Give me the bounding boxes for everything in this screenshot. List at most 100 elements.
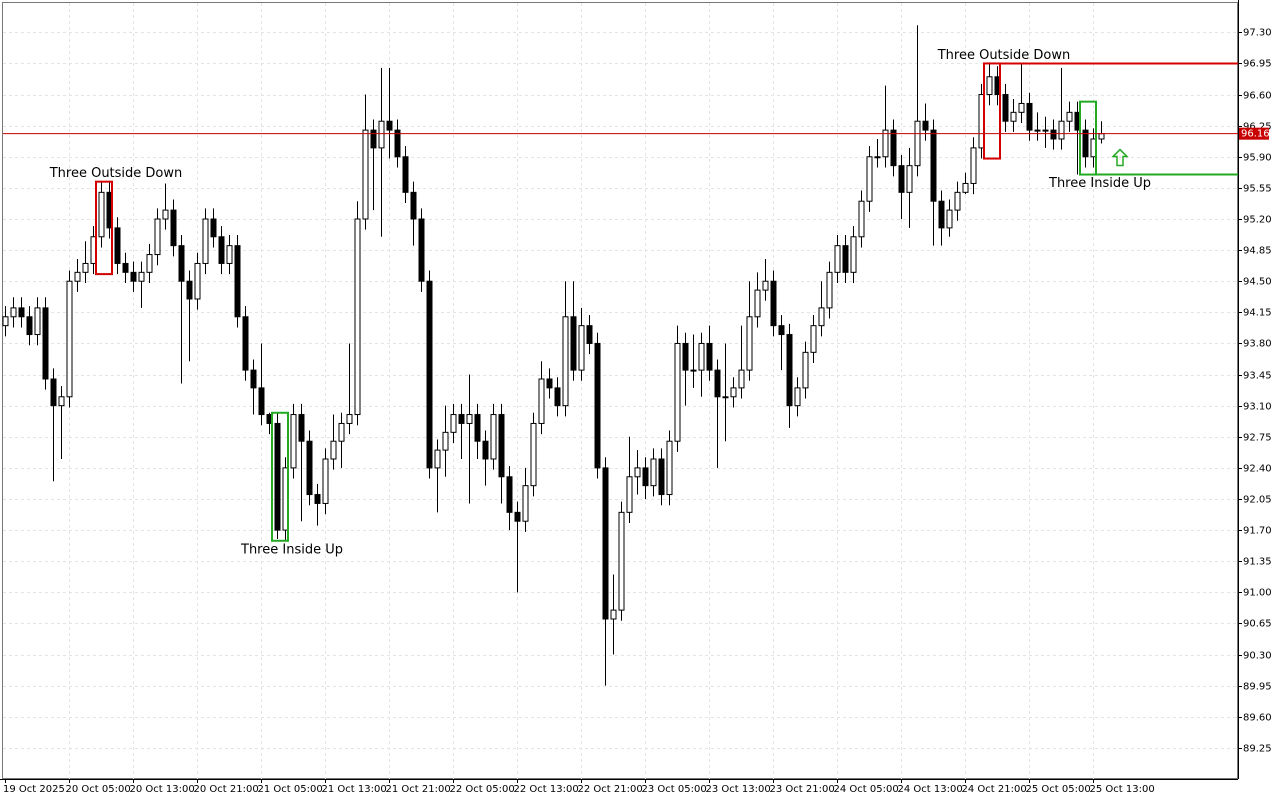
candle-body <box>362 129 369 220</box>
x-tick-label: 21 Oct 13:00 <box>322 784 387 795</box>
candle-body <box>418 218 425 282</box>
y-tick-label: 96.60 <box>1243 91 1272 102</box>
x-tick-label: 20 Oct 21:00 <box>194 784 259 795</box>
candle-body <box>514 511 521 522</box>
candle-body <box>554 387 561 407</box>
candle-body <box>1066 111 1073 122</box>
candle-body <box>842 245 849 273</box>
candle-body <box>210 218 217 238</box>
pattern-label: Three Inside Up <box>1048 176 1151 191</box>
x-tick-label: 24 Oct 21:00 <box>962 784 1027 795</box>
candle-body <box>810 325 817 353</box>
y-tick-label: 90.65 <box>1243 619 1272 630</box>
candle-body <box>954 191 961 211</box>
candle-body <box>698 342 705 371</box>
candle-body <box>146 254 153 273</box>
candle-body <box>890 129 897 167</box>
candle-body <box>410 191 417 220</box>
candle-body <box>1042 129 1049 132</box>
candle-body <box>202 218 209 264</box>
candle-body <box>450 414 457 433</box>
candle-body <box>274 422 281 531</box>
current-price-box <box>1239 127 1269 140</box>
candle-body <box>786 334 793 407</box>
candle-body <box>506 476 513 513</box>
candle-body <box>818 307 825 327</box>
candle-body <box>1034 129 1041 132</box>
candle-body <box>18 307 25 318</box>
candle-body <box>82 262 89 273</box>
candle-body <box>850 236 857 273</box>
candle-body <box>546 378 553 389</box>
candle-body <box>226 245 233 264</box>
candle-body <box>66 280 73 398</box>
candle-body <box>690 369 697 372</box>
y-tick-label: 89.95 <box>1243 682 1272 693</box>
candle-body <box>434 449 441 469</box>
candle-body <box>490 414 497 460</box>
candle-body <box>666 440 673 496</box>
y-tick-label: 90.30 <box>1243 651 1272 662</box>
candle-body <box>938 200 945 229</box>
candle-body <box>682 342 689 371</box>
candle-body <box>746 316 753 371</box>
y-tick-label: 95.55 <box>1243 184 1272 195</box>
candle-body <box>114 227 121 264</box>
y-tick-label: 94.50 <box>1243 277 1272 288</box>
candle-body <box>674 342 681 442</box>
candle-body <box>970 147 977 184</box>
candle-body <box>882 129 889 158</box>
candle-body <box>962 182 969 193</box>
candle-body <box>530 422 537 487</box>
candle-body <box>1010 111 1017 122</box>
candle-body <box>10 307 17 318</box>
pattern-box <box>1079 100 1097 176</box>
candle-body <box>770 280 777 327</box>
y-tick-label: 92.75 <box>1243 433 1272 444</box>
pattern-box <box>95 180 113 276</box>
y-tick-label: 91.70 <box>1243 526 1272 537</box>
x-tick-label: 22 Oct 21:00 <box>578 784 643 795</box>
x-tick-label: 23 Oct 13:00 <box>706 784 771 795</box>
candle-body <box>858 200 865 238</box>
x-tick-label: 21 Oct 05:00 <box>258 784 323 795</box>
candle-body <box>338 422 345 442</box>
candle-body <box>634 467 641 478</box>
candle-body <box>642 467 649 487</box>
y-tick-label: 97.30 <box>1243 28 1272 39</box>
candle-body <box>442 431 449 451</box>
pattern-box <box>983 62 1001 160</box>
candle-body <box>658 458 665 496</box>
candle-body <box>874 156 881 159</box>
y-tick-label: 94.15 <box>1243 308 1272 319</box>
x-tick-label: 22 Oct 05:00 <box>450 784 515 795</box>
x-tick-label: 25 Oct 13:00 <box>1090 784 1155 795</box>
candle-body <box>762 280 769 291</box>
candle-body <box>906 165 913 193</box>
candle-body <box>186 280 193 300</box>
candle-body <box>370 129 377 149</box>
y-tick-label: 91.00 <box>1243 588 1272 599</box>
x-tick-label: 19 Oct 2025 <box>3 784 65 795</box>
candle-body <box>402 156 409 193</box>
y-tick-label: 93.80 <box>1243 339 1272 350</box>
candle-body <box>298 414 305 442</box>
y-tick-label: 94.85 <box>1243 246 1272 257</box>
candle-body <box>922 120 929 131</box>
candle-body <box>578 325 585 371</box>
candle-body <box>26 316 33 336</box>
candle-body <box>930 129 937 202</box>
candle-body <box>722 396 729 399</box>
candle-body <box>898 165 905 193</box>
candle-body <box>74 271 81 282</box>
x-tick-label: 24 Oct 05:00 <box>834 784 899 795</box>
candle-body <box>154 218 161 256</box>
candle-body <box>730 387 737 398</box>
candle-body <box>594 342 601 469</box>
candle-body <box>914 120 921 167</box>
candle-body <box>474 414 481 442</box>
current-price-label: 96.16 <box>1241 129 1270 140</box>
x-tick-label: 24 Oct 13:00 <box>898 784 963 795</box>
